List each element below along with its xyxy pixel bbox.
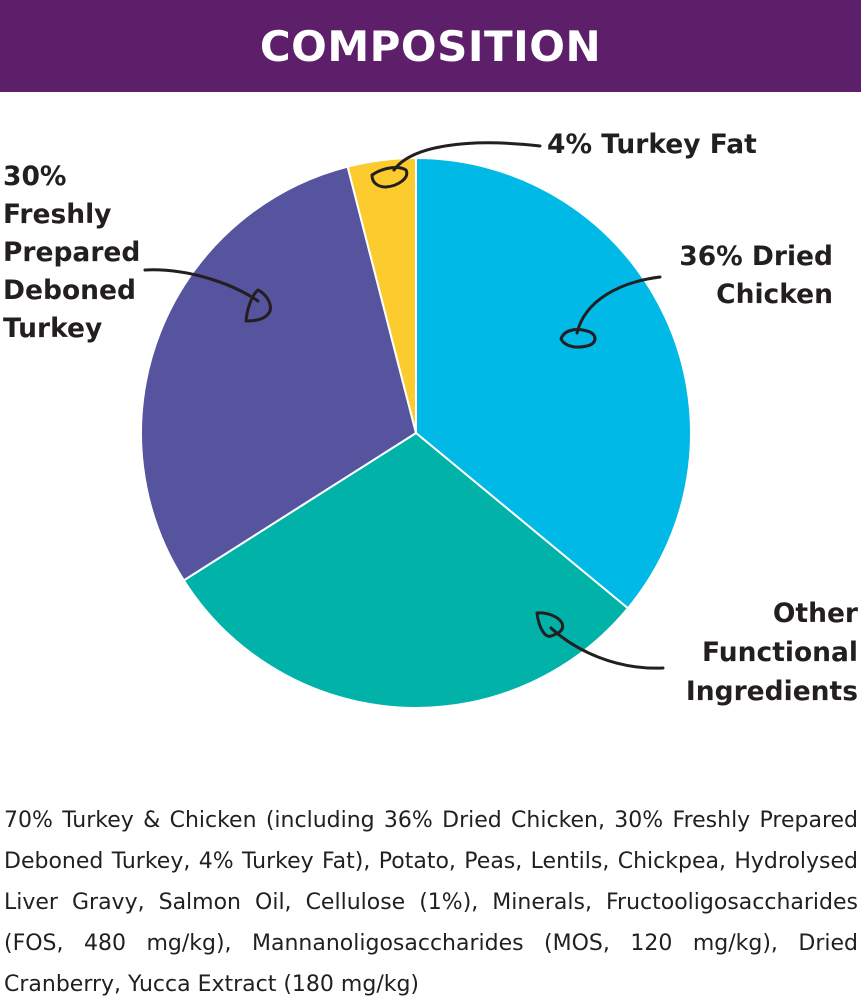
slice-other-functional <box>182 431 630 709</box>
slice-label-line: Prepared <box>3 237 140 268</box>
header-bar: COMPOSITION <box>0 0 861 92</box>
composition-text: 70% Turkey & Chicken (including 36% Drie… <box>4 808 858 997</box>
slice-label-line: Ingredients <box>686 676 858 707</box>
label-other-functional: Other Functional Ingredients <box>686 598 858 707</box>
arrowhead-deboned-turkey <box>244 288 272 323</box>
slice-label-line: Freshly <box>3 199 111 230</box>
slice-label-line: Chicken <box>716 279 833 310</box>
slice-label-line: Deboned <box>3 275 136 306</box>
slice-labels: 36% Dried Chicken Other Functional Ingredien… <box>3 129 858 707</box>
arrow-turkey-fat <box>392 141 542 172</box>
slice-dried-chicken <box>415 156 692 610</box>
label-deboned-turkey: 30% Freshly Prepared Deboned Turkey <box>3 161 140 344</box>
slice-label-line: 30% <box>3 161 66 192</box>
slice-label-line: 36% Dried <box>679 241 833 272</box>
label-dried-chicken: 36% Dried Chicken <box>679 241 833 310</box>
label-turkey-fat: 4% Turkey Fat <box>547 129 757 160</box>
composition-pie-chart: 36% Dried Chicken Other Functional Ingredien… <box>3 129 858 709</box>
arrowhead-turkey-fat <box>370 166 409 189</box>
slice-label-line: Functional <box>702 637 858 668</box>
arrowhead-dried-chicken <box>559 328 597 349</box>
label-arrows <box>143 141 665 670</box>
slice-deboned-turkey <box>140 165 418 582</box>
page-title: COMPOSITION <box>259 21 602 71</box>
slice-turkey-fat <box>346 156 417 434</box>
arrow-dried-chicken <box>575 275 662 335</box>
slice-label-line: 4% Turkey Fat <box>547 129 757 160</box>
arrow-deboned-turkey <box>143 268 260 303</box>
slice-label-line: Other <box>773 598 858 629</box>
slice-label-line: Turkey <box>3 313 102 344</box>
arrowhead-other-functional <box>535 611 565 638</box>
pie-slices <box>140 156 692 709</box>
arrow-other-functional <box>549 626 665 670</box>
